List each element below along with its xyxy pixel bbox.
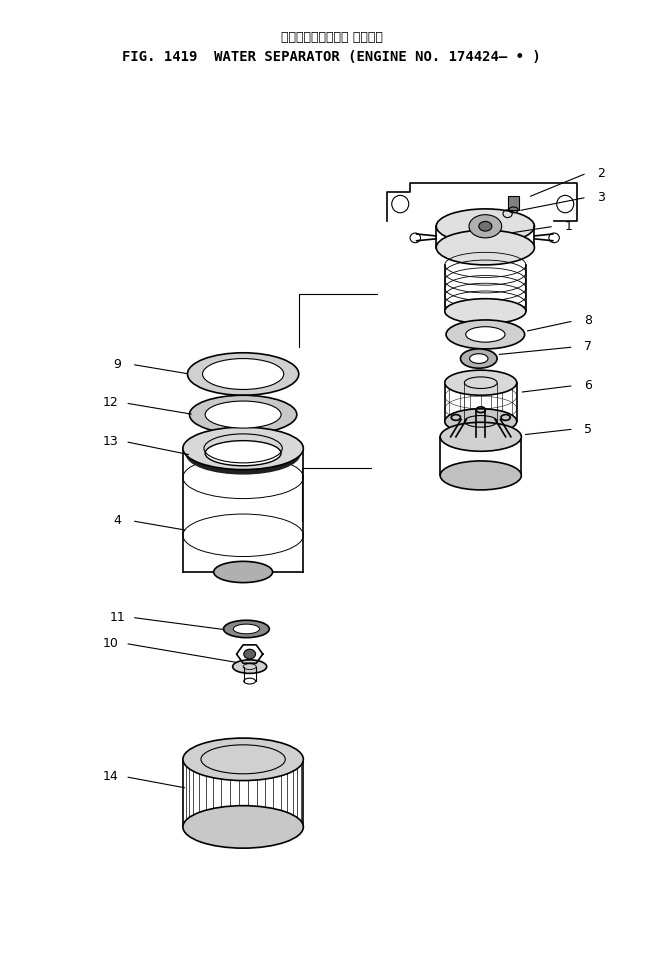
Text: 2: 2 — [597, 167, 605, 179]
Ellipse shape — [188, 353, 299, 395]
Ellipse shape — [445, 299, 526, 323]
Ellipse shape — [446, 319, 524, 349]
Ellipse shape — [436, 230, 534, 265]
Text: 5: 5 — [584, 423, 592, 435]
Ellipse shape — [479, 221, 492, 231]
Ellipse shape — [183, 738, 304, 780]
Ellipse shape — [183, 428, 304, 469]
Ellipse shape — [469, 354, 488, 363]
Text: ウォータセパレータ 適用号機: ウォータセパレータ 適用号機 — [280, 31, 383, 45]
Bar — [508, 197, 519, 209]
Text: FIG. 1419  WATER SEPARATOR (ENGINE NO. 174424― • ): FIG. 1419 WATER SEPARATOR (ENGINE NO. 17… — [122, 51, 541, 64]
Text: 10: 10 — [103, 637, 119, 650]
Ellipse shape — [205, 401, 281, 429]
Ellipse shape — [436, 208, 534, 244]
Text: 3: 3 — [597, 191, 605, 204]
Ellipse shape — [190, 395, 297, 433]
Ellipse shape — [233, 659, 267, 673]
Ellipse shape — [205, 440, 281, 466]
Ellipse shape — [461, 349, 497, 368]
Ellipse shape — [465, 326, 505, 342]
Ellipse shape — [445, 409, 516, 433]
Ellipse shape — [202, 358, 284, 390]
Text: 6: 6 — [584, 379, 592, 393]
Ellipse shape — [188, 433, 299, 472]
Ellipse shape — [440, 423, 521, 451]
Text: 7: 7 — [584, 341, 592, 354]
Text: 9: 9 — [113, 357, 121, 371]
Ellipse shape — [244, 650, 255, 658]
Ellipse shape — [223, 620, 269, 638]
Text: 12: 12 — [103, 396, 119, 409]
Text: 4: 4 — [113, 514, 121, 527]
Ellipse shape — [445, 370, 516, 395]
Text: 1: 1 — [565, 220, 572, 233]
Ellipse shape — [213, 561, 272, 582]
Ellipse shape — [183, 805, 304, 848]
Ellipse shape — [233, 624, 259, 634]
Text: 13: 13 — [103, 435, 119, 448]
Ellipse shape — [469, 214, 502, 238]
Ellipse shape — [440, 461, 521, 490]
Text: 11: 11 — [109, 611, 125, 624]
Text: 14: 14 — [103, 770, 119, 783]
Text: 8: 8 — [584, 315, 592, 327]
